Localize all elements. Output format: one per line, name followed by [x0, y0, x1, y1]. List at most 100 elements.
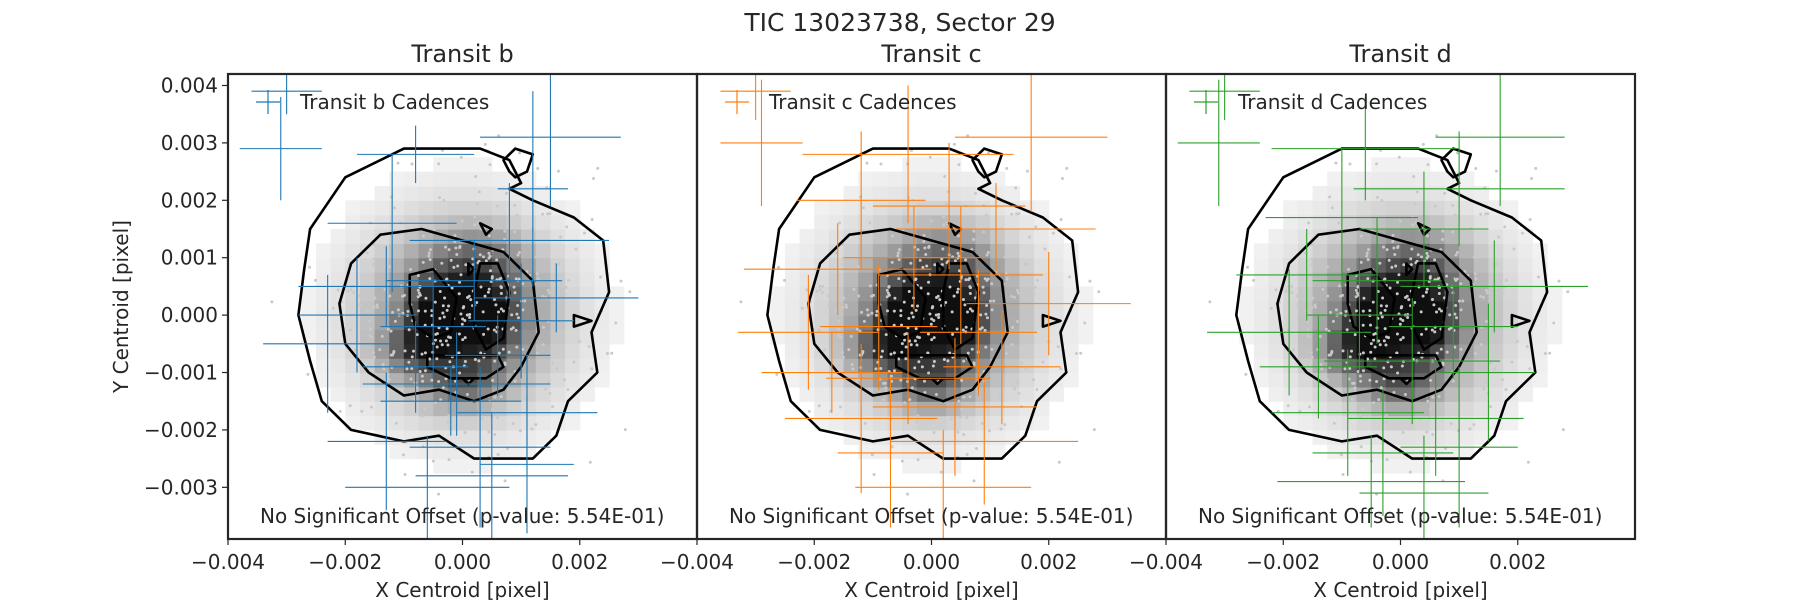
heatmap-cell: [521, 200, 537, 216]
background-point: [1485, 291, 1489, 295]
contour-line: [877, 267, 927, 340]
background-point: [499, 395, 503, 399]
background-point: [457, 292, 461, 296]
contour-line: [1399, 377, 1414, 386]
background-point: [1003, 255, 1007, 259]
heatmap-cell: [1078, 329, 1094, 345]
background-point: [511, 422, 515, 426]
background-point: [777, 265, 781, 269]
background-point: [1403, 393, 1407, 397]
heatmap-cell: [858, 358, 874, 374]
background-point: [925, 264, 929, 268]
background-point: [1367, 248, 1371, 252]
background-point: [1441, 229, 1445, 233]
background-point: [1459, 347, 1463, 351]
heatmap-cell: [1034, 257, 1050, 273]
heatmap-cell: [975, 214, 991, 230]
heatmap-cell: [1034, 329, 1050, 345]
heatmap-cell: [477, 171, 493, 187]
background-point: [890, 234, 894, 238]
background-point: [974, 447, 978, 451]
heatmap-cell: [550, 386, 566, 402]
background-point: [1310, 355, 1314, 359]
background-point: [887, 285, 891, 289]
background-point: [1059, 217, 1063, 221]
background-point: [940, 263, 944, 267]
background-point: [1349, 349, 1353, 353]
background-point: [923, 391, 927, 395]
heatmap-cell: [770, 315, 786, 331]
background-point: [872, 473, 876, 477]
heatmap-cell: [389, 401, 405, 417]
background-point: [1392, 246, 1396, 250]
background-point: [1455, 277, 1459, 281]
heatmap-cell: [990, 415, 1006, 431]
background-point: [1561, 428, 1565, 432]
heatmap-cell: [828, 329, 845, 345]
background-point: [906, 492, 910, 496]
heatmap-cell: [1356, 329, 1372, 345]
heatmap-cell: [858, 200, 874, 216]
heatmap-cell: [872, 171, 889, 187]
heatmap-cell: [1444, 444, 1460, 460]
background-point: [1269, 306, 1273, 310]
background-point: [401, 294, 405, 298]
heatmap-cell: [1004, 372, 1021, 388]
heatmap-cell: [1019, 358, 1035, 374]
heatmap-cell: [315, 286, 332, 302]
background-point: [464, 263, 468, 267]
heatmap-cell: [1385, 185, 1402, 201]
heatmap-cell: [447, 458, 464, 474]
background-point: [444, 339, 448, 343]
heatmap-cell: [565, 372, 581, 388]
background-point: [439, 398, 443, 402]
background-point: [944, 300, 948, 304]
heatmap-cell: [491, 415, 508, 431]
heatmap-cell: [828, 343, 845, 359]
heatmap-cell: [433, 444, 449, 460]
background-point: [782, 278, 786, 282]
background-point: [1496, 332, 1500, 336]
background-point: [900, 342, 904, 346]
background-point: [550, 405, 554, 409]
panel-title: Transit d: [1348, 40, 1451, 68]
heatmap-cell: [828, 315, 845, 331]
background-point: [1407, 298, 1411, 302]
background-point: [914, 308, 918, 312]
background-point: [548, 391, 552, 395]
heatmap-cell: [359, 272, 376, 288]
background-point: [1451, 379, 1455, 383]
heatmap-cell: [814, 386, 830, 402]
heatmap-cell: [1459, 315, 1475, 331]
heatmap-cell: [872, 229, 889, 244]
heatmap-cell: [1503, 415, 1519, 431]
heatmap-cell: [1459, 214, 1475, 230]
background-point: [1337, 284, 1341, 288]
background-point: [556, 169, 560, 173]
heatmap-cell: [814, 315, 830, 331]
background-point: [909, 261, 913, 265]
background-point: [441, 304, 445, 308]
heatmap-cell: [902, 401, 918, 417]
background-point: [834, 251, 838, 255]
heatmap-cell: [1283, 272, 1299, 288]
background-point: [919, 286, 923, 290]
background-point: [1031, 378, 1035, 382]
background-point: [1310, 263, 1314, 267]
heatmap-cell: [389, 257, 405, 273]
background-point: [929, 322, 933, 326]
heatmap-cell: [565, 200, 581, 216]
legend: Transit c Cadences: [725, 90, 957, 114]
heatmap-cell: [1473, 243, 1490, 259]
background-point: [1023, 262, 1027, 266]
heatmap-cell: [447, 415, 464, 431]
heatmap-cell: [784, 257, 801, 273]
heatmap-cell: [359, 329, 376, 345]
background-point: [1479, 294, 1483, 298]
background-point: [1435, 134, 1439, 138]
heatmap-cell: [521, 243, 537, 259]
heatmap-cell: [462, 329, 478, 345]
heatmap-cell: [1444, 214, 1460, 230]
heatmap-cell: [902, 214, 918, 230]
